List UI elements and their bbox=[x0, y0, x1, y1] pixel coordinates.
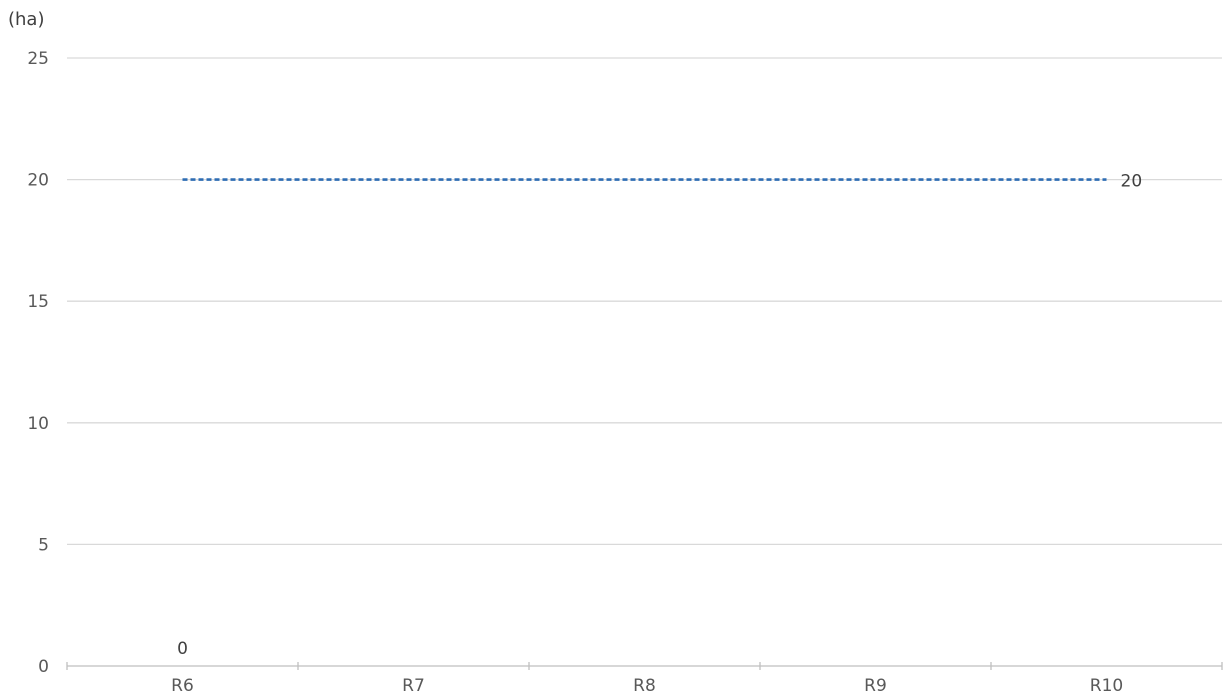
x-axis bbox=[66, 662, 1223, 670]
y-axis-unit-label: (ha) bbox=[8, 9, 45, 30]
data-label-series-1-0: 0 bbox=[177, 639, 188, 659]
x-tick-label-R10: R10 bbox=[1090, 676, 1123, 693]
x-tick-label-R9: R9 bbox=[864, 676, 887, 693]
gridlines bbox=[67, 57, 1222, 546]
y-tick-label-0: 0 bbox=[38, 657, 49, 677]
x-axis-tick-labels: R6 R7 R8 R9 R10 bbox=[171, 676, 1123, 693]
data-label-series-0-4: 20 bbox=[1121, 172, 1143, 192]
y-tick-label-5: 5 bbox=[38, 535, 49, 555]
x-tick-label-R7: R7 bbox=[402, 676, 425, 693]
x-tick-label-R6: R6 bbox=[171, 676, 194, 693]
y-tick-label-25: 25 bbox=[27, 49, 49, 69]
y-tick-label-20: 20 bbox=[27, 171, 49, 191]
y-tick-label-10: 10 bbox=[27, 414, 49, 434]
data-labels: 20 0 bbox=[177, 172, 1142, 659]
y-tick-label-15: 15 bbox=[27, 292, 49, 312]
x-tick-label-R8: R8 bbox=[633, 676, 656, 693]
y-axis-tick-labels: 0 5 10 15 20 25 bbox=[27, 49, 49, 677]
